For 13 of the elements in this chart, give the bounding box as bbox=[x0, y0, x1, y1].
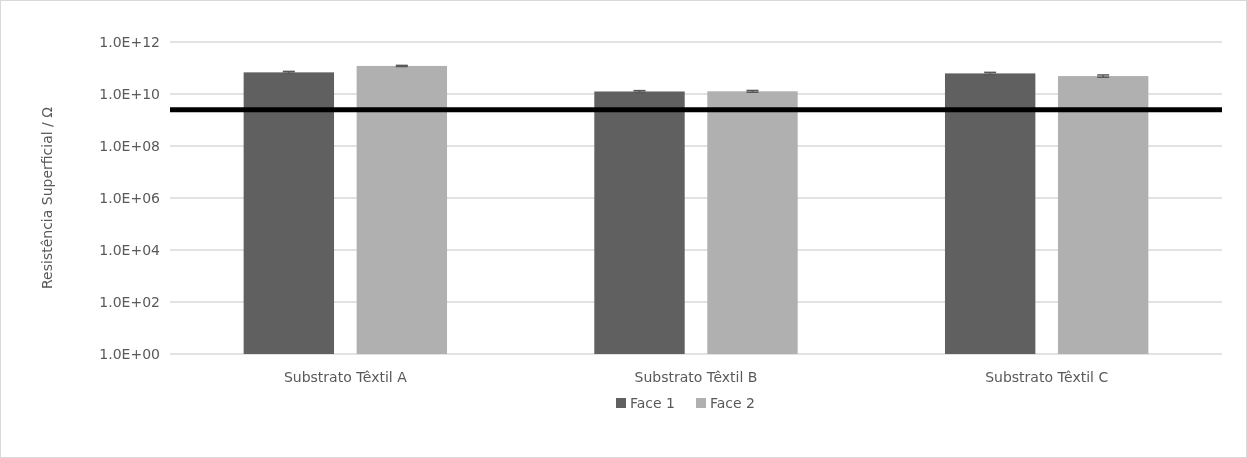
y-tick-label: 1.0E+10 bbox=[99, 85, 160, 102]
y-tick-label: 1.0E+04 bbox=[99, 241, 161, 258]
y-axis-title: Resistência Superficial / Ω bbox=[39, 106, 55, 289]
y-tick-label: 1.0E+06 bbox=[99, 189, 161, 206]
y-tick-label: 1.0E+08 bbox=[99, 137, 160, 154]
y-tick-label: 1.0E+02 bbox=[99, 293, 160, 310]
legend-label: Face 2 bbox=[710, 394, 756, 411]
legend-label: Face 1 bbox=[630, 394, 676, 411]
x-tick-label: Substrato Têxtil C bbox=[985, 369, 1109, 385]
x-tick-label: Substrato Têxtil B bbox=[634, 369, 758, 385]
y-tick-label: 1.0E+12 bbox=[99, 33, 160, 50]
x-tick-label: Substrato Têxtil A bbox=[283, 369, 408, 385]
y-tick-label: 1.0E+00 bbox=[99, 345, 160, 362]
